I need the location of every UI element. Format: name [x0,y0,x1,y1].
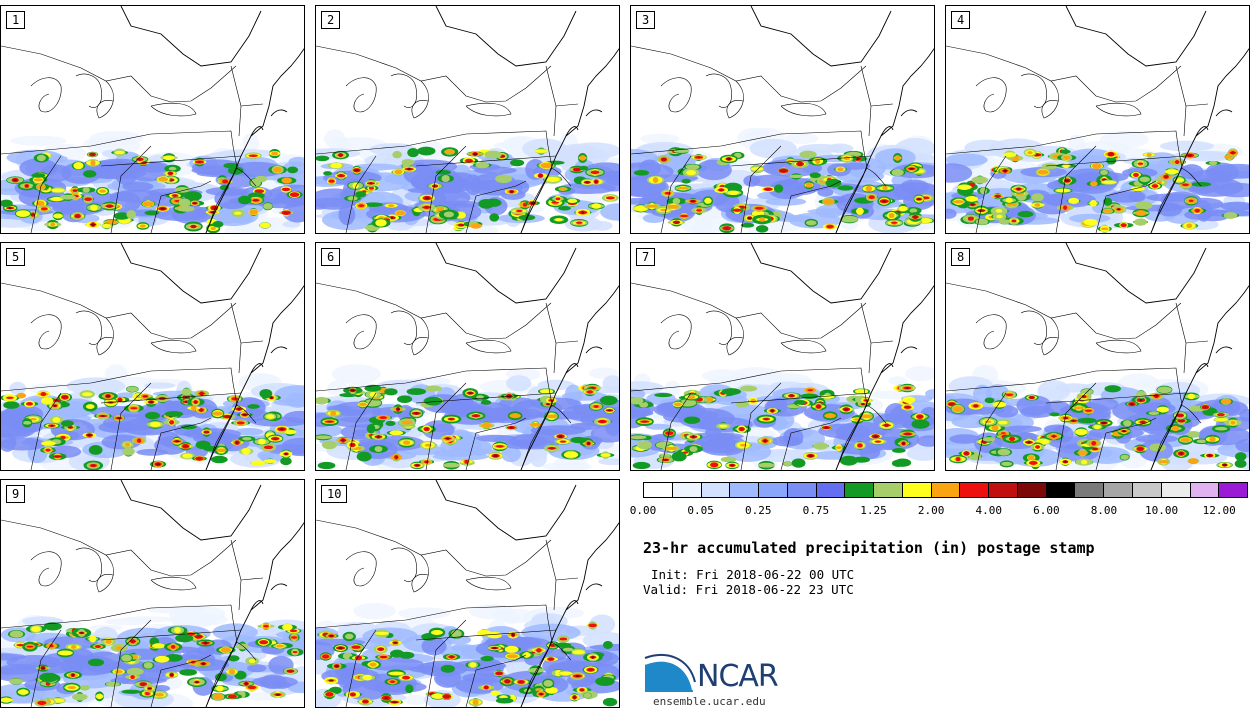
colorbar-tick-label: 0.75 [802,504,830,517]
precipitation-map [316,243,619,470]
colorbar-segment [1133,483,1162,497]
member-number-label: 4 [951,11,971,29]
ensemble-member-panel: 5 [0,242,305,471]
site-url: ensemble.ucar.edu [653,695,766,708]
colorbar-tick-label: 10.00 [1145,504,1179,517]
precipitation-map [946,243,1249,470]
ensemble-member-panel: 4 [945,5,1250,234]
colorbar-segment [816,483,846,497]
member-number-label: 8 [951,248,971,266]
colorbar-segment [1017,483,1047,497]
colorbar-tick-label: 0.00 [629,504,657,517]
colorbar-tick-label: 0.05 [687,504,714,517]
colorbar-segment [1075,483,1105,497]
colorbar-segment [989,483,1018,497]
colorbar-segment [1219,483,1248,497]
init-time: Init: Fri 2018-06-22 00 UTC [651,567,855,582]
precipitation-map [316,480,619,707]
logo-wordmark: NCAR [697,659,779,694]
colorbar-segment [759,483,788,497]
colorbar-segment [644,483,673,497]
colorbar-tick-label: 6.00 [1033,504,1060,517]
colorbar-segment [874,483,903,497]
ensemble-member-panel: 1 [0,5,305,234]
precipitation-map [1,243,304,470]
member-number-label: 9 [6,485,26,503]
colorbar-tick-label: 8.00 [1090,504,1118,517]
colorbar-segment [672,483,702,497]
colorbar-tick-label: 12.00 [1202,504,1236,517]
colorbar-tick-label: 2.00 [917,504,945,517]
colorbar-segment [1046,483,1076,497]
precipitation-map [316,6,619,233]
colorbar-tick-labels: 0.00 0.05 0.25 0.75 1.25 2.00 4.00 6.00 8.00 10.0… [630,504,1248,518]
colorbar-segment [730,483,760,497]
precipitation-map [631,6,934,233]
colorbar-tick-label: 1.25 [860,504,887,517]
ncar-logo-icon [644,654,696,692]
member-number-label: 2 [321,11,341,29]
ensemble-member-panel: 2 [315,5,620,234]
ensemble-member-panel: 10 [315,479,620,708]
precipitation-map [1,480,304,707]
ensemble-member-panel: 9 [0,479,305,708]
colorbar-segment [1104,483,1134,497]
precipitation-colorbar [643,482,1248,498]
member-number-label: 7 [636,248,656,266]
member-number-label: 1 [6,11,26,29]
ensemble-member-panel: 7 [630,242,935,471]
colorbar-segment [845,483,875,497]
precipitation-map [631,243,934,470]
ensemble-member-panel: 3 [630,5,935,234]
colorbar-segment [1161,483,1191,497]
colorbar-tick-label: 0.25 [744,504,772,517]
colorbar-segment [902,483,932,497]
colorbar-segment [931,483,961,497]
ensemble-member-panel: 8 [945,242,1250,471]
ensemble-member-panel: 6 [315,242,620,471]
member-number-label: 10 [321,485,348,503]
colorbar-segment [960,483,990,497]
precipitation-map [946,6,1249,233]
precipitation-map [1,6,304,233]
colorbar-segment [1190,483,1220,497]
colorbar-tick-label: 4.00 [975,504,1002,517]
member-number-label: 5 [6,248,26,266]
member-number-label: 6 [321,248,341,266]
colorbar-segment [787,483,817,497]
valid-time: Valid: Fri 2018-06-22 23 UTC [643,582,854,597]
colorbar-segment [701,483,731,497]
member-number-label: 3 [636,11,656,29]
figure-title: 23-hr accumulated precipitation (in) pos… [643,539,1095,557]
